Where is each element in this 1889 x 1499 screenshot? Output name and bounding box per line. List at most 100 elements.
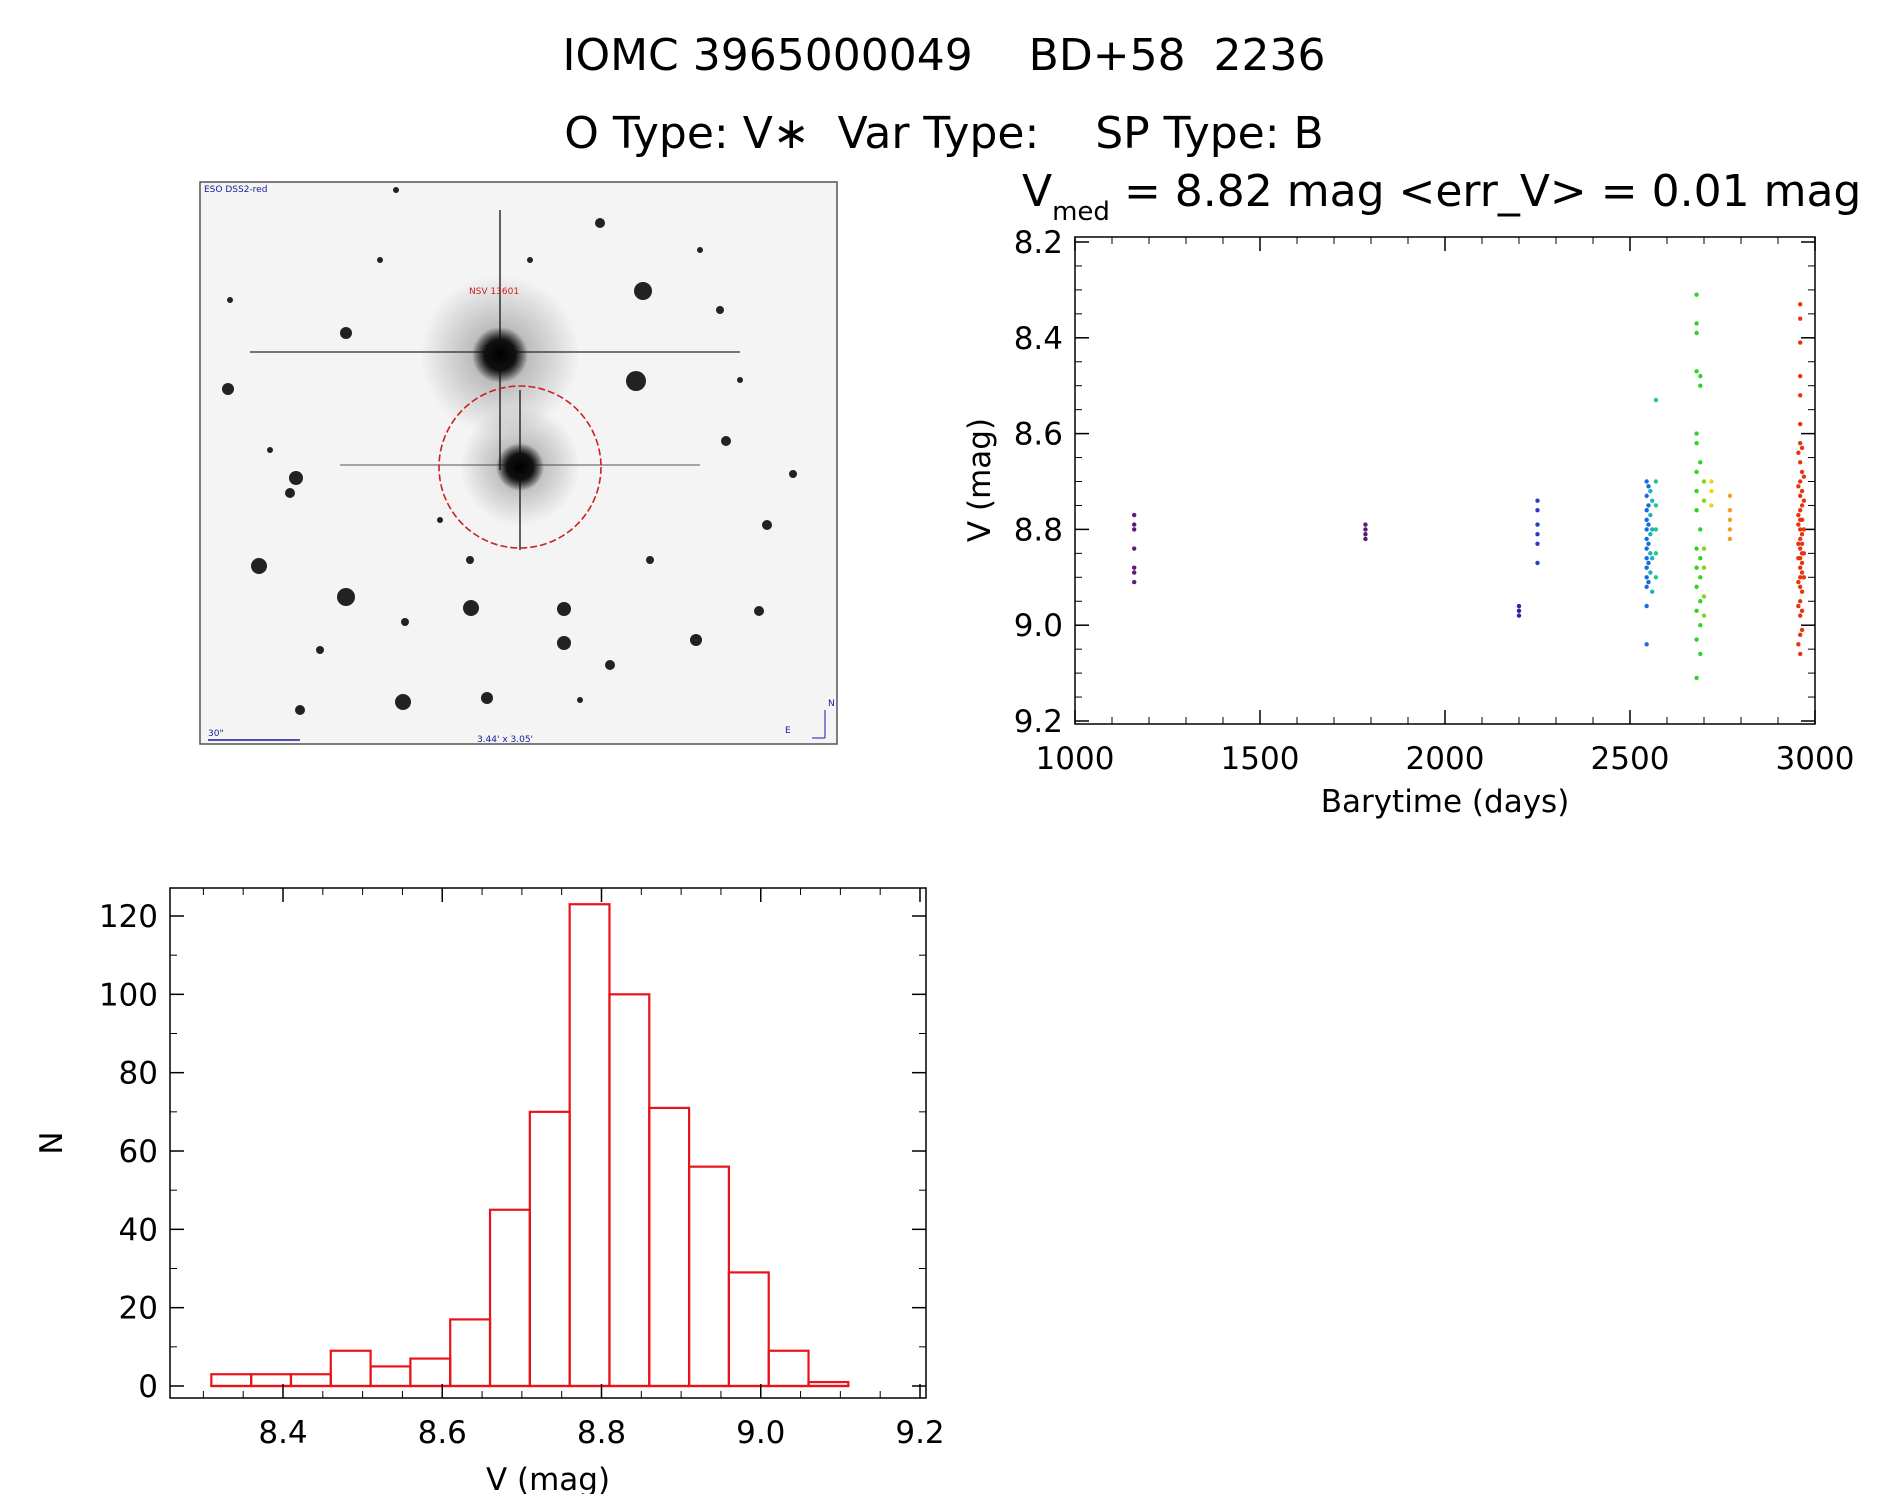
- data-point: [1798, 508, 1803, 513]
- data-point: [1644, 603, 1649, 609]
- field-star: [393, 187, 399, 193]
- x-tick-label: 9.0: [736, 1415, 785, 1451]
- data-point: [1801, 474, 1807, 479]
- field-star: [437, 517, 443, 523]
- data-point: [1694, 292, 1699, 297]
- data-point: [1650, 555, 1655, 561]
- data-point: [1799, 517, 1805, 523]
- y-tick-label: 9.2: [1014, 704, 1063, 740]
- data-point: [1796, 522, 1801, 527]
- y-tick-label: 8.8: [1014, 512, 1063, 548]
- field-star: [626, 371, 646, 391]
- data-point: [1694, 469, 1699, 475]
- data-point: [1132, 546, 1137, 551]
- data-point: [1798, 527, 1803, 532]
- data-point: [1698, 555, 1703, 561]
- data-point: [1694, 488, 1699, 494]
- data-point: [1650, 498, 1655, 503]
- data-point: [1798, 546, 1803, 551]
- histogram-frame: [169, 887, 927, 1399]
- data-point: [1701, 498, 1707, 503]
- data-point: [1648, 570, 1653, 575]
- data-point: [1799, 531, 1805, 537]
- light-curve-chart: Vmed = 8.82 mag <err_V> = 0.01 mag 1000 15…: [962, 166, 1861, 820]
- compass-n-label: N: [828, 699, 835, 709]
- data-point: [1653, 503, 1659, 508]
- x-tick-label: 8.8: [577, 1415, 626, 1451]
- data-point: [1796, 603, 1801, 609]
- data-point: [1644, 575, 1649, 580]
- data-point: [1644, 546, 1649, 551]
- compass: N E: [785, 699, 835, 739]
- svg-text:×: ×: [513, 463, 521, 474]
- data-point: [1535, 541, 1540, 546]
- star-name-label: NSV 13601: [469, 287, 519, 297]
- histogram-bar: [727, 1271, 770, 1388]
- y-tick-label: 120: [99, 899, 158, 935]
- field-star: [690, 634, 702, 646]
- data-point: [1535, 560, 1540, 566]
- data-point: [1799, 608, 1805, 614]
- field-star: [634, 282, 652, 300]
- field-star: [395, 694, 411, 710]
- y-tick-label: 20: [119, 1291, 158, 1327]
- data-point: [1799, 627, 1805, 633]
- field-star: [481, 692, 493, 704]
- field-star: [721, 436, 731, 446]
- data-point: [1701, 565, 1707, 570]
- data-point: [1646, 560, 1651, 566]
- data-point: [1646, 579, 1651, 585]
- data-point: [1709, 479, 1714, 484]
- histogram-bar: [210, 1373, 253, 1388]
- data-point: [1698, 599, 1703, 604]
- data-point: [1694, 508, 1699, 513]
- x-tick-label: 9.2: [895, 1415, 944, 1451]
- histogram-bar: [568, 903, 611, 1388]
- data-point: [1798, 493, 1803, 499]
- histogram-bars: [210, 903, 850, 1388]
- data-point: [1698, 373, 1703, 379]
- data-point: [1798, 479, 1803, 484]
- data-point: [1535, 531, 1540, 537]
- data-point: [1796, 450, 1801, 455]
- field-star: [595, 218, 605, 228]
- data-point: [1798, 302, 1803, 307]
- data-point: [1694, 369, 1699, 374]
- field-star: [251, 558, 267, 574]
- data-point: [1798, 599, 1803, 604]
- field-star: [289, 471, 303, 485]
- title-rest: = 8.82 mag <err_V> = 0.01 mag: [1124, 166, 1861, 217]
- data-point: [1798, 316, 1803, 321]
- field-star: [340, 327, 352, 339]
- field-star: [527, 257, 533, 263]
- data-point: [1701, 479, 1707, 484]
- x-tick-label: 2000: [1406, 741, 1485, 777]
- light-curve-points: [1132, 292, 1807, 681]
- data-point: [1653, 397, 1659, 403]
- y-tick-label: 80: [119, 1056, 158, 1092]
- page-title: IOMC 3965000049 BD+58 2236: [562, 30, 1325, 81]
- data-point: [1132, 522, 1137, 527]
- data-point: [1648, 551, 1653, 556]
- histogram-ylabel: N: [34, 1131, 70, 1154]
- data-point: [1796, 512, 1801, 518]
- compass-e-label: E: [785, 726, 791, 736]
- field-star: [401, 618, 409, 626]
- histogram-bar: [369, 1365, 412, 1388]
- data-point: [1646, 541, 1651, 546]
- y-tick-label: 100: [99, 977, 158, 1013]
- field-star: [754, 606, 764, 616]
- field-star: [267, 447, 273, 453]
- data-point: [1694, 565, 1699, 570]
- data-point: [1698, 651, 1703, 657]
- data-point: [1648, 531, 1653, 537]
- histogram-ticks: 8.4 8.6 8.8 9.0 9.2 0 20 40 60 80 100 120: [99, 888, 945, 1451]
- data-point: [1798, 565, 1803, 570]
- data-point: [1798, 373, 1803, 379]
- field-star: [557, 636, 571, 650]
- y-tick-label: 8.6: [1014, 417, 1063, 453]
- data-point: [1650, 589, 1655, 594]
- fov-label: 3.44' x 3.05': [477, 735, 533, 745]
- data-point: [1698, 623, 1703, 628]
